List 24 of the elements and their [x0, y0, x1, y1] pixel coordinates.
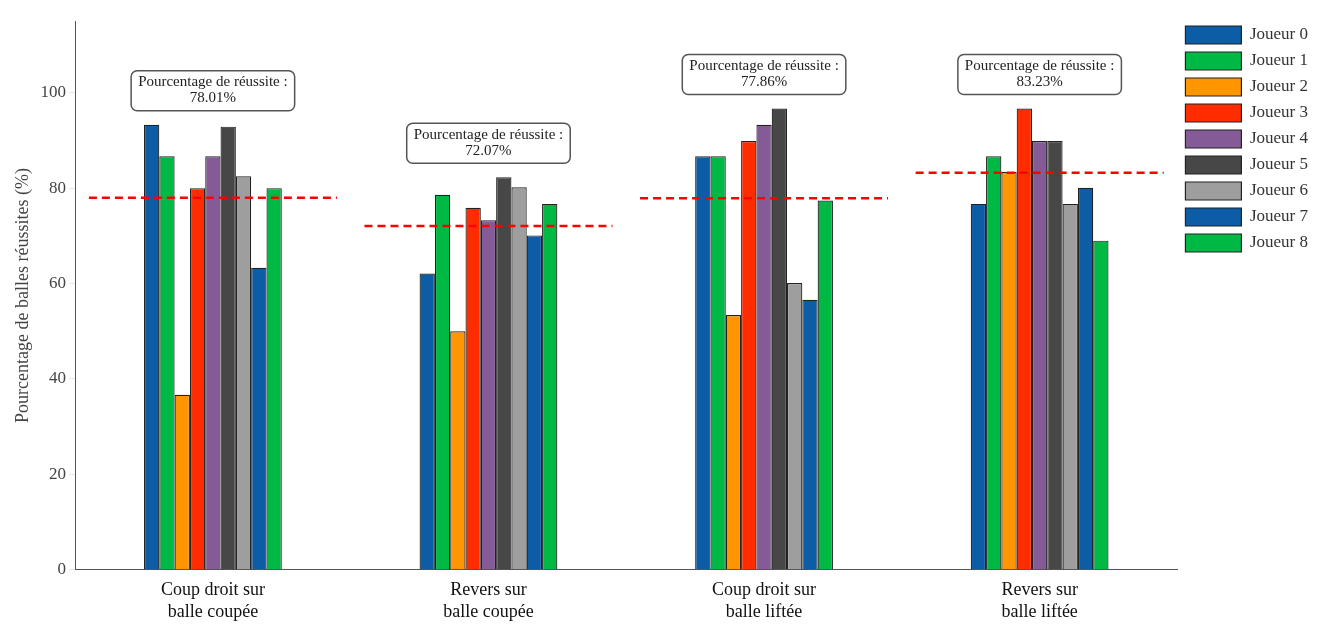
x-tick-label: Coup droit sur balle coupée	[160, 579, 265, 621]
legend-label: Joueur 7	[1249, 206, 1309, 226]
annotation: Pourcentage de réussite : 83.23%	[964, 56, 1115, 89]
legend-label: Joueur 6	[1249, 180, 1309, 200]
legend-label: Joueur 8	[1249, 232, 1309, 252]
legend-label: Joueur 3	[1249, 102, 1309, 122]
x-tick-label: Coup droit sur balle liftée	[712, 579, 817, 621]
y-axis-title: Pourcentage de balles réussites (%)	[11, 168, 33, 423]
y-tick-label: 20	[49, 463, 67, 483]
x-tick-label: Revers sur balle liftée	[1001, 579, 1078, 621]
annotation: Pourcentage de réussite : 78.01%	[138, 73, 288, 106]
legend-label: Joueur 0	[1249, 24, 1309, 44]
y-tick-label: 100	[40, 82, 67, 102]
legend-label: Joueur 1	[1249, 50, 1309, 70]
legend-label: Joueur 2	[1249, 76, 1309, 96]
annotation: Pourcentage de réussite : 72.07%	[413, 125, 564, 158]
y-tick-label: 60	[49, 273, 67, 293]
annotation: Pourcentage de réussite : 77.86%	[689, 56, 839, 89]
x-tick-label: Revers sur balle coupée	[443, 579, 534, 621]
y-tick-label: 40	[49, 368, 67, 388]
legend-label: Joueur 4	[1249, 128, 1309, 148]
y-tick-label: 80	[49, 177, 67, 197]
y-tick-label: 0	[57, 559, 67, 579]
legend-label: Joueur 5	[1249, 154, 1309, 174]
